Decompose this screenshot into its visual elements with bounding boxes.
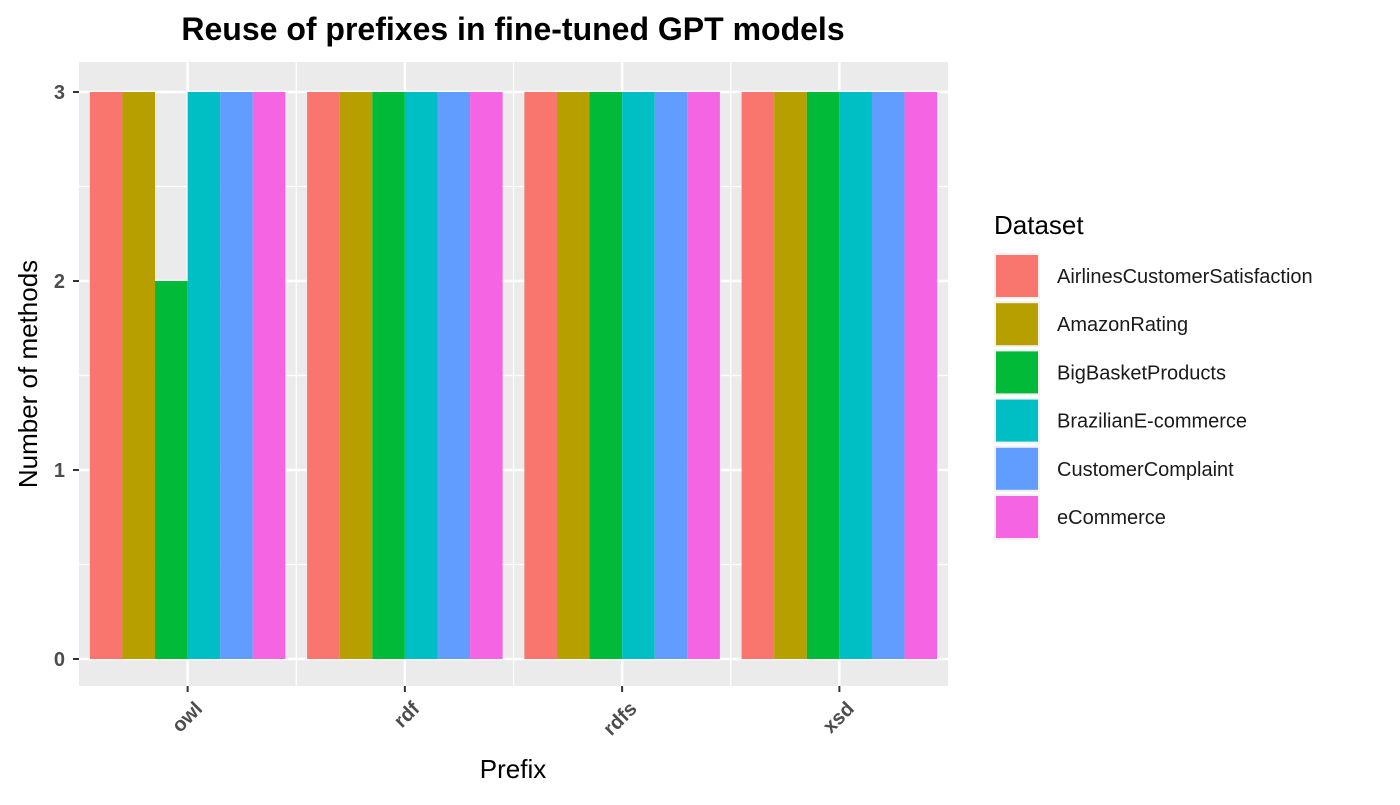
legend-label: BrazilianE-commerce [1057,411,1247,433]
bar-owl-AirlinesCustomerSatisfaction [89,92,123,659]
bar-rdf-AmazonRating [339,92,373,659]
bar-xsd-CustomerComplaint [871,92,905,659]
y-tick-label: 3 [54,82,65,104]
bar-rdf-BrazilianE-commerce [404,92,438,659]
bar-rdfs-AmazonRating [556,92,590,659]
x-tick-label: rdf [390,698,425,733]
legend: Dataset AirlinesCustomerSatisfaction Amaz… [994,210,1313,540]
legend-label: AmazonRating [1057,314,1188,336]
bar-owl-CustomerComplaint [220,92,253,659]
legend-label: eCommerce [1057,507,1166,529]
y-tick-label: 1 [54,460,65,482]
y-axis-title: Number of methods [13,260,43,488]
x-tick-label: owl [168,698,207,737]
chart-title: Reuse of prefixes in fine-tuned GPT mode… [181,11,844,47]
x-tick-label: xsd [819,698,859,738]
bar-owl-AmazonRating [122,92,156,659]
y-axis: 0 1 2 3 [54,82,79,671]
bar-rdfs-BrazilianE-commerce [622,92,655,659]
bar-rdfs-eCommerce [687,92,720,659]
legend-title: Dataset [994,210,1084,240]
y-tick-label: 0 [54,649,65,671]
bar-rdf-CustomerComplaint [437,92,471,659]
legend-label: CustomerComplaint [1057,459,1234,481]
x-axis-title: Prefix [480,754,546,784]
bar-xsd-AmazonRating [774,92,807,659]
legend-swatch-AmazonRating [996,303,1038,346]
bar-xsd-eCommerce [904,92,938,659]
bar-xsd-BigBasketProducts [806,92,840,659]
x-tick-label: rdfs [599,698,641,740]
bar-owl-BrazilianE-commerce [187,92,221,659]
legend-swatch-AirlinesCustomerSatisfaction [996,255,1038,297]
bar-rdf-eCommerce [470,92,503,659]
bars [89,92,938,659]
bar-owl-eCommerce [252,92,286,659]
legend-swatch-BigBasketProducts [996,351,1038,394]
bar-xsd-BrazilianE-commerce [839,92,872,659]
legend-swatch-BrazilianE-commerce [996,399,1038,442]
bar-rdfs-BigBasketProducts [589,92,623,659]
legend-label: AirlinesCustomerSatisfaction [1057,266,1313,288]
legend-swatch-CustomerComplaint [996,447,1038,490]
bar-owl-BigBasketProducts [155,281,188,659]
bar-rdf-BigBasketProducts [372,92,405,659]
legend-swatch-eCommerce [996,496,1038,538]
bar-rdfs-AirlinesCustomerSatisfaction [524,92,557,659]
x-axis: owl rdf rdfs xsd [168,686,859,740]
bar-xsd-AirlinesCustomerSatisfaction [741,92,775,659]
bar-rdfs-CustomerComplaint [654,92,688,659]
legend-label: BigBasketProducts [1057,362,1226,384]
y-tick-label: 2 [54,271,65,293]
bar-rdf-AirlinesCustomerSatisfaction [307,92,340,659]
